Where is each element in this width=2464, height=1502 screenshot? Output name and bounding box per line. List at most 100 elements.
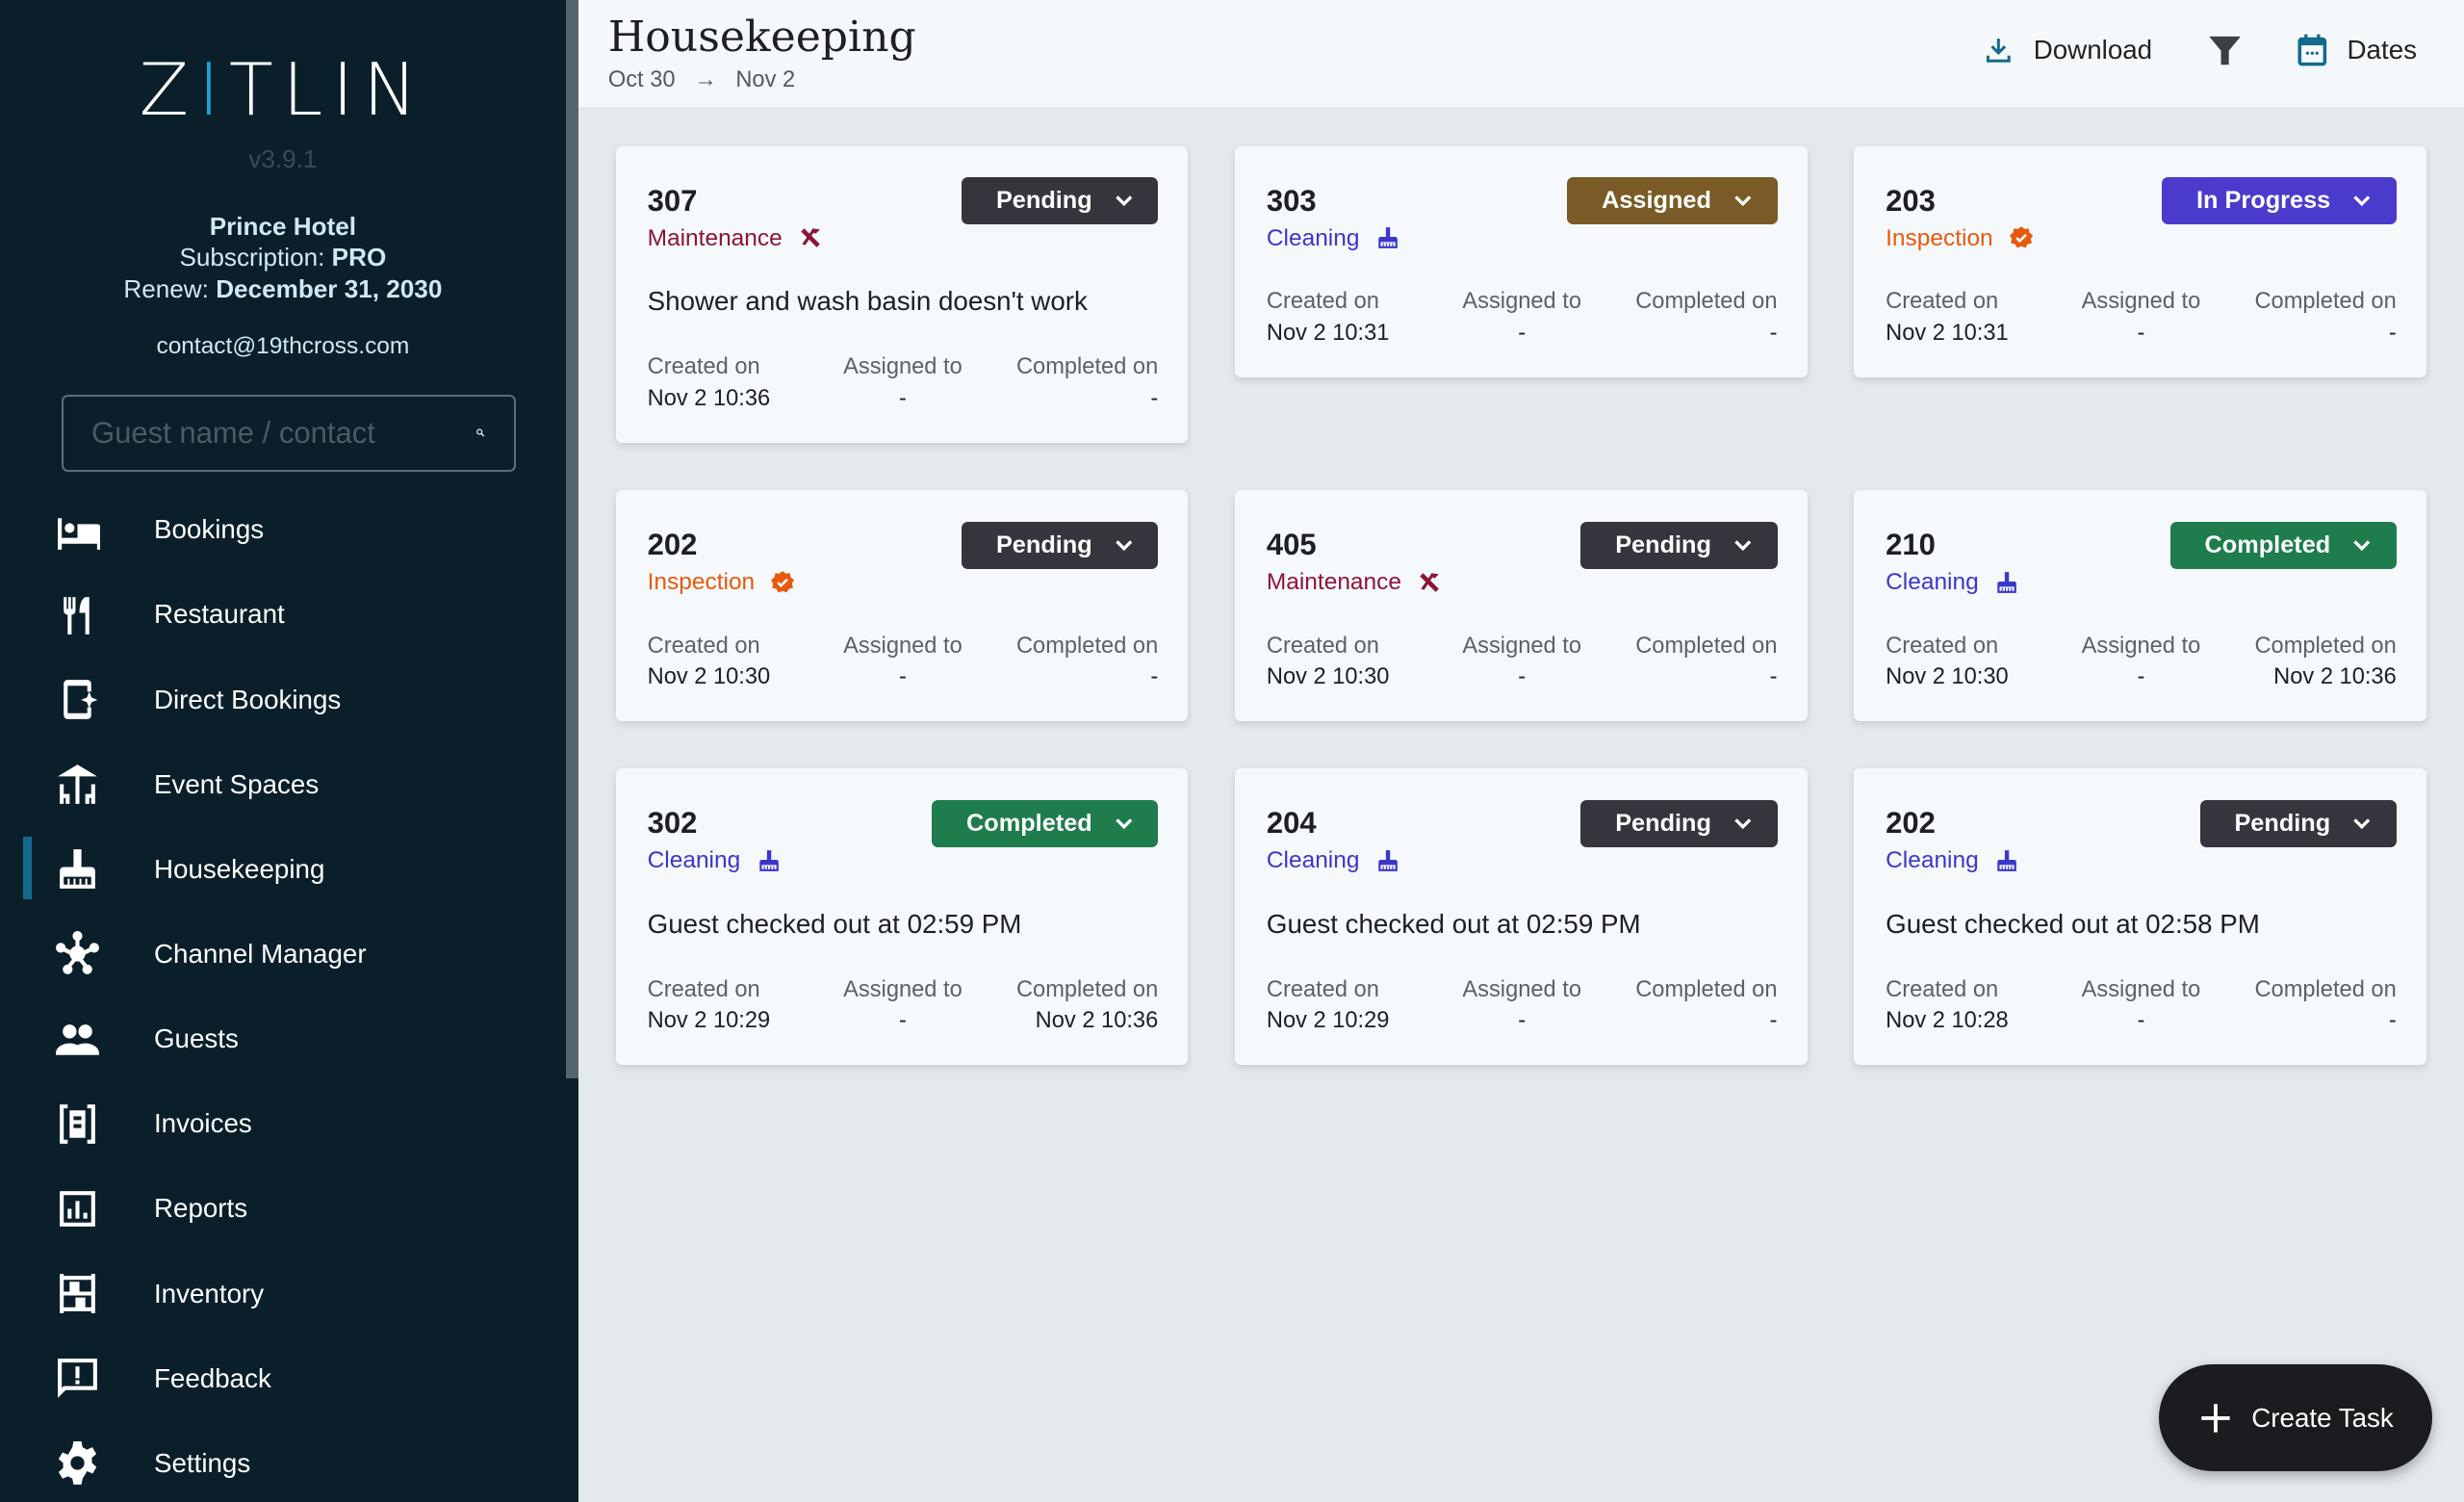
task-grid: 307 Maintenance Pending Shower and wash … [615,145,2426,1066]
task-meta: Created on Assigned to Completed on Nov … [1886,631,2397,693]
created-value: Nov 2 10:30 [647,664,771,690]
zitlin-logo: ZITLIN [139,46,427,132]
task-card[interactable]: 303 Cleaning Assigned Created on Assigne… [1235,145,1808,378]
sidebar-item-invoices[interactable]: Invoices [0,1081,566,1166]
bed-icon [57,517,101,550]
create-task-label: Create Task [2251,1402,2394,1433]
task-card[interactable]: 210 Cleaning Completed Created on Assign… [1854,489,2426,722]
sidebar-item-settings[interactable]: Settings [0,1421,566,1502]
task-card[interactable]: 204 Cleaning Pending Guest checked out a… [1235,768,1808,1066]
task-meta: Created on Assigned to Completed on Nov … [648,631,1159,693]
created-label: Created on [1266,633,1379,659]
contact-email: contact@19thcross.com [156,333,410,360]
filter-icon[interactable] [2206,32,2244,69]
completed-value: - [1769,321,1778,347]
create-task-button[interactable]: Create Task [2159,1364,2433,1472]
task-meta: Created on Assigned to Completed on Nov … [1267,974,1778,1037]
sidebar-item-channel-manager[interactable]: Channel Manager [0,912,566,997]
date-range: Oct 30 → Nov 2 [608,67,795,93]
task-type-label: Cleaning [1266,846,1360,873]
status-dropdown[interactable]: Assigned [1567,177,1778,225]
completed-value: Nov 2 10:36 [1035,1008,1159,1034]
assigned-label: Assigned to [843,976,962,1002]
hub-icon [55,931,99,975]
status-dropdown[interactable]: Pending [1580,799,1778,847]
download-button[interactable]: Download [1983,35,2152,66]
dates-button[interactable]: Dates [2297,33,2417,67]
task-card[interactable]: 202 Cleaning Pending Guest checked out a… [1854,768,2426,1066]
completed-value: - [1769,664,1778,690]
task-type: Cleaning [1886,569,2397,596]
task-card[interactable]: 405 Maintenance Pending Created on Assig… [1235,489,1808,722]
broom-icon [1378,849,1398,871]
room-number: 210 [1886,528,1936,562]
sidebar-scrollbar[interactable] [565,0,578,1078]
created-label: Created on [1886,976,1999,1002]
task-meta: Created on Assigned to Completed on Nov … [648,351,1159,414]
assigned-value: - [1518,664,1527,690]
guest-search-input[interactable] [91,415,476,451]
app-version: v3.9.1 [248,144,318,174]
restaurant-icon [63,596,90,634]
renew-date: December 31, 2030 [216,274,443,304]
sidebar-item-label: Feedback [153,1362,271,1393]
sidebar-item-reports[interactable]: Reports [0,1166,566,1251]
status-dropdown[interactable]: Pending [962,177,1159,225]
created-value: Nov 2 10:30 [1266,664,1390,690]
broom-icon [758,849,779,871]
status-dropdown[interactable]: In Progress [2162,177,2397,225]
sidebar-item-restaurant[interactable]: Restaurant [0,572,566,657]
task-card[interactable]: 302 Cleaning Completed Guest checked out… [615,768,1189,1066]
status-dropdown[interactable]: Completed [2169,521,2397,569]
sidebar-item-guests[interactable]: Guests [0,997,566,1081]
task-type-label: Inspection [647,568,756,595]
broom-icon [1997,571,2016,593]
status-dropdown[interactable]: Completed [932,799,1159,847]
completed-label: Completed on [1015,633,1159,659]
completed-label: Completed on [1635,289,1778,315]
task-meta: Created on Assigned to Completed on Nov … [1886,974,2397,1037]
status-dropdown[interactable]: Pending [962,521,1159,569]
hotel-info: Prince Hotel Subscription: PRO Renew: De… [0,211,566,305]
sidebar-item-label: Event Spaces [153,768,320,799]
task-meta: Created on Assigned to Completed on Nov … [1886,286,2397,349]
task-type: Cleaning [1886,847,2397,874]
status-dropdown[interactable]: Pending [1580,521,1778,569]
sidebar-item-event-spaces[interactable]: Event Spaces [0,742,566,827]
task-meta: Created on Assigned to Completed on Nov … [1267,631,1778,693]
subscription-plan: PRO [331,243,387,272]
assigned-label: Assigned to [1462,633,1581,659]
task-type-label: Inspection [1886,224,1993,251]
task-card[interactable]: 203 Inspection In Progress Created on As… [1854,145,2426,378]
task-description: Guest checked out at 02:59 PM [647,908,1022,939]
created-label: Created on [1886,633,1999,659]
created-label: Created on [647,633,760,659]
status-label: Pending [1615,531,1711,558]
sidebar-item-inventory[interactable]: Inventory [0,1252,566,1336]
sidebar-item-direct-bookings[interactable]: Direct Bookings [0,657,566,741]
chevron-down-icon [2353,818,2371,829]
completed-label: Completed on [1635,633,1778,659]
sidebar-item-housekeeping[interactable]: Housekeeping [0,827,566,912]
assigned-label: Assigned to [2081,633,2201,659]
task-card[interactable]: 202 Inspection Pending Created on Assign… [615,489,1189,722]
sidebar-item-label: Reports [153,1193,248,1224]
sidebar-item-label: Bookings [153,514,265,545]
status-dropdown[interactable]: Pending [2199,799,2397,847]
calendar-icon [2297,34,2327,66]
created-label: Created on [647,976,760,1002]
search-icon[interactable] [475,417,485,449]
sidebar-item-feedback[interactable]: Feedback [0,1336,566,1421]
sidebar-item-bookings[interactable]: Bookings [0,487,566,572]
room-number: 302 [647,806,698,841]
created-value: Nov 2 10:31 [1886,321,2009,347]
task-type-label: Maintenance [647,224,783,251]
assigned-value: - [1518,1008,1527,1034]
status-label: Pending [2234,809,2331,837]
gear-icon [58,1441,96,1486]
status-label: Pending [995,187,1092,215]
task-card[interactable]: 307 Maintenance Pending Shower and wash … [615,145,1189,443]
created-value: Nov 2 10:31 [1266,321,1390,347]
assigned-label: Assigned to [843,354,962,380]
task-type-label: Cleaning [1886,568,1979,595]
